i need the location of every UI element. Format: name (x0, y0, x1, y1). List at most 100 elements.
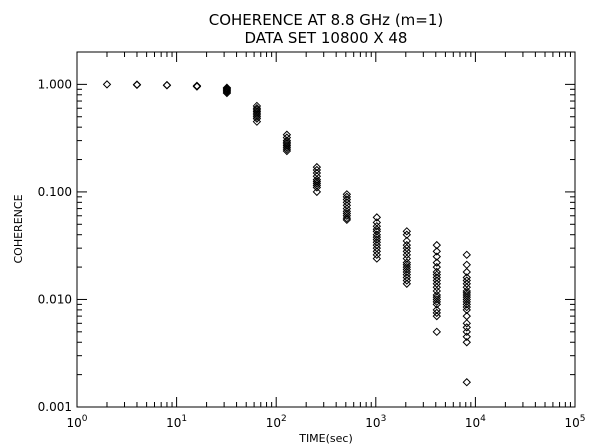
data-point (312, 179, 322, 188)
data-point (372, 227, 382, 236)
y-tick-label: 0.001 (38, 400, 72, 414)
data-point (222, 83, 232, 92)
x-tick-label: 103 (365, 414, 386, 430)
data-point (402, 270, 412, 279)
data-point (402, 250, 412, 260)
data-point (102, 80, 112, 89)
data-point (402, 265, 412, 274)
data-point (432, 252, 441, 261)
data-point (342, 195, 352, 204)
data-point (402, 254, 412, 263)
y-tick-label: 0.010 (38, 292, 72, 306)
data-point (192, 82, 202, 91)
data-point (402, 279, 412, 288)
data-point (342, 211, 352, 220)
data-point (432, 258, 441, 267)
data-point (342, 215, 352, 225)
data-point (462, 323, 471, 332)
data-point (372, 235, 382, 244)
data-point (372, 254, 382, 263)
data-point (312, 175, 322, 184)
data-point (252, 108, 262, 118)
y-axis-ticks: 1.000 0.100 0.010 0.001 (38, 51, 575, 414)
data-point (132, 80, 142, 89)
data-point (402, 227, 412, 236)
x-axis-label: TIME(sec) (298, 432, 353, 445)
data-point (372, 240, 382, 250)
data-point (402, 240, 412, 250)
data-point (432, 247, 441, 256)
data-point (462, 260, 471, 270)
x-tick-label: 101 (166, 414, 187, 430)
data-point (462, 327, 471, 337)
data-point (462, 250, 471, 260)
data-point (432, 240, 441, 250)
data-point (462, 273, 471, 282)
data-point (222, 86, 232, 96)
data-point (432, 305, 441, 315)
data-point (432, 273, 441, 282)
data-point (372, 213, 382, 222)
data-point (312, 187, 322, 197)
data-point (252, 114, 262, 123)
data-point (432, 262, 441, 272)
data-point (462, 378, 471, 387)
data-point (462, 305, 471, 315)
data-point (372, 232, 382, 242)
data-point (432, 270, 441, 279)
data-point (462, 297, 471, 307)
data-point (222, 87, 232, 97)
data-point (462, 332, 471, 341)
data-point (462, 302, 471, 312)
data-point (432, 311, 441, 321)
x-tick-label: 105 (564, 414, 585, 430)
data-point (462, 300, 471, 309)
data-point (162, 81, 172, 90)
data-point (372, 238, 382, 247)
data-point (282, 141, 292, 150)
x-tick-label: 100 (66, 414, 87, 430)
y-tick-label: 1.000 (38, 77, 72, 91)
data-point (312, 177, 322, 186)
data-point (462, 319, 471, 328)
data-point (402, 273, 412, 282)
data-point (372, 225, 382, 234)
y-tick-label: 0.100 (38, 185, 72, 199)
data-point (132, 80, 142, 90)
plot-frame (76, 51, 576, 408)
x-tick-label: 104 (465, 414, 486, 430)
x-axis-ticks: 100 101 102 103 104 105 (66, 52, 586, 430)
data-point (402, 267, 412, 277)
data-point (432, 308, 441, 318)
data-point (432, 282, 441, 292)
y-axis-label: COHERENCE (12, 194, 25, 263)
data-point (222, 84, 232, 93)
data-point (222, 88, 232, 98)
data-point (402, 276, 412, 285)
data-point (342, 198, 352, 207)
data-point (432, 295, 441, 304)
data-point (252, 112, 262, 121)
chart-subtitle: DATA SET 10800 X 48 (245, 29, 408, 47)
data-point (312, 165, 322, 175)
chart-title: COHERENCE AT 8.8 GHz (m=1) (209, 11, 444, 29)
data-point (432, 297, 441, 307)
data-point (312, 162, 322, 172)
data-point (162, 80, 172, 90)
x-tick-label: 102 (266, 414, 287, 430)
data-point (432, 327, 441, 337)
data-point (342, 213, 352, 223)
data-points (102, 80, 471, 387)
data-point (462, 267, 471, 277)
data-point (342, 190, 352, 199)
data-point (432, 286, 441, 296)
data-point (462, 338, 471, 347)
data-point (462, 282, 471, 292)
data-point (372, 250, 382, 260)
data-point (252, 117, 262, 126)
data-point (372, 221, 382, 231)
data-point (342, 192, 352, 202)
data-point (462, 286, 471, 296)
data-point (282, 146, 292, 156)
